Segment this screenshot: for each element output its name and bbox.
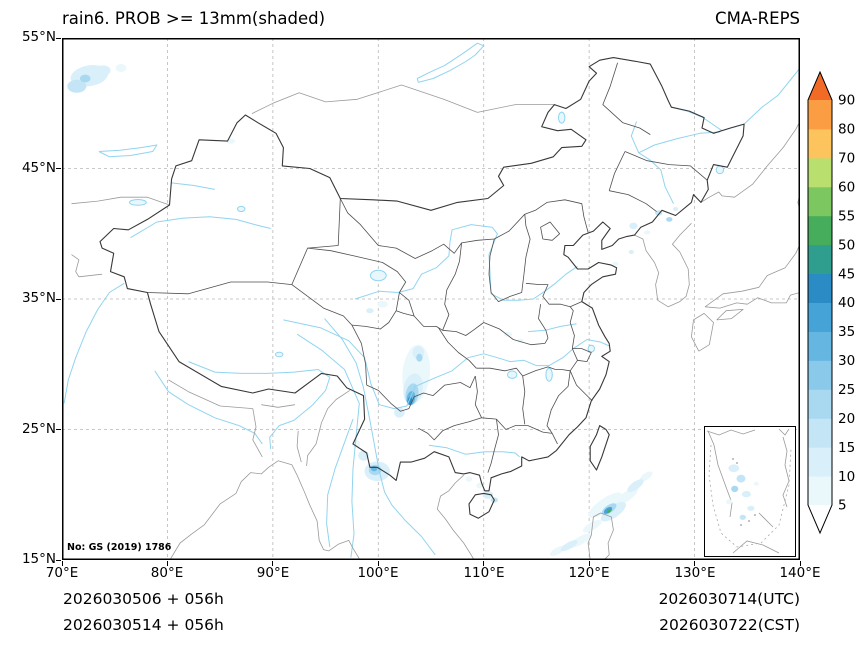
y-tick-mark	[56, 559, 61, 561]
colorbar-label: 15	[838, 440, 855, 456]
x-tick-label: 110°E	[463, 565, 505, 581]
grid-lines	[62, 38, 800, 560]
y-tick-label: 45°N	[21, 159, 56, 176]
colorbar-label: 55	[838, 208, 855, 224]
colorbar-label: 45	[838, 266, 855, 282]
colorbar-label: 70	[838, 151, 855, 167]
colorbar-label: 5	[838, 498, 847, 514]
y-tick-mark	[56, 429, 61, 430]
foreign-boundaries	[71, 84, 800, 560]
y-tick-mark	[56, 168, 61, 169]
x-tick-mark	[694, 561, 696, 566]
x-tick-mark	[272, 561, 274, 566]
province-boundaries	[147, 62, 708, 473]
colorbar-label: 80	[838, 122, 855, 138]
x-tick-mark	[166, 561, 168, 566]
footer-valid-times: 2026030714(UTC) 2026030722(CST)	[659, 586, 800, 638]
x-tick-label: 140°E	[779, 565, 821, 581]
colorbar-label: 35	[838, 324, 855, 340]
x-tick-label: 100°E	[357, 565, 399, 581]
colorbar-label: 90	[838, 93, 855, 109]
probability-colorbar: 5 10 15 20 25 30 35 40 45 50 55 60 70 80 90	[807, 70, 855, 535]
x-tick-label: 90°E	[256, 565, 290, 581]
south-china-sea-inset-map	[706, 428, 792, 554]
x-tick-mark	[799, 561, 801, 566]
y-tick-mark	[56, 298, 61, 300]
init-time-line-cst: 2026030514 + 056h	[63, 616, 224, 634]
x-tick-mark	[483, 561, 485, 566]
plot-title: rain6. PROB >= 13mm(shaded)	[62, 9, 326, 28]
probability-shading	[67, 64, 679, 556]
china-boundary	[99, 57, 745, 519]
x-tick-label: 120°E	[568, 565, 610, 581]
plot-frame	[62, 38, 800, 560]
x-tick-mark	[588, 561, 590, 566]
x-tick-mark	[61, 561, 63, 566]
x-tick-label: 70°E	[45, 565, 79, 581]
y-tick-label: 35°N	[21, 290, 56, 306]
footer-init-times: 2026030506 + 056h 2026030514 + 056h	[63, 586, 224, 638]
south-china-sea-inset	[704, 426, 796, 557]
colorbar-label: 40	[838, 295, 855, 311]
china-precipitation-map	[62, 38, 800, 560]
init-time-line-utc: 2026030506 + 056h	[63, 590, 224, 608]
x-tick-label: 130°E	[674, 565, 716, 581]
colorbar-label: 25	[838, 382, 855, 398]
y-tick-label: 15°N	[21, 551, 56, 567]
x-tick-label: 80°E	[150, 565, 184, 581]
colorbar-label: 50	[838, 237, 855, 253]
valid-time-line-utc: 2026030714(UTC)	[658, 590, 800, 608]
y-tick-label: 55°N	[21, 29, 56, 45]
colorbar-label: 10	[838, 469, 855, 485]
colorbar-label: 60	[838, 180, 855, 196]
y-tick-label: 25°N	[21, 420, 56, 437]
model-name-label: CMA-REPS	[715, 9, 800, 28]
rivers-layer	[63, 42, 800, 558]
map-plot-area: No: GS (2019) 1786	[62, 38, 800, 560]
map-license-note: No: GS (2019) 1786	[67, 542, 172, 553]
valid-time-line-cst: 2026030722(CST)	[659, 616, 800, 634]
colorbar-label: 20	[838, 411, 855, 427]
y-tick-mark	[56, 37, 61, 39]
x-tick-mark	[377, 561, 379, 566]
colorbar-label: 30	[838, 353, 855, 369]
